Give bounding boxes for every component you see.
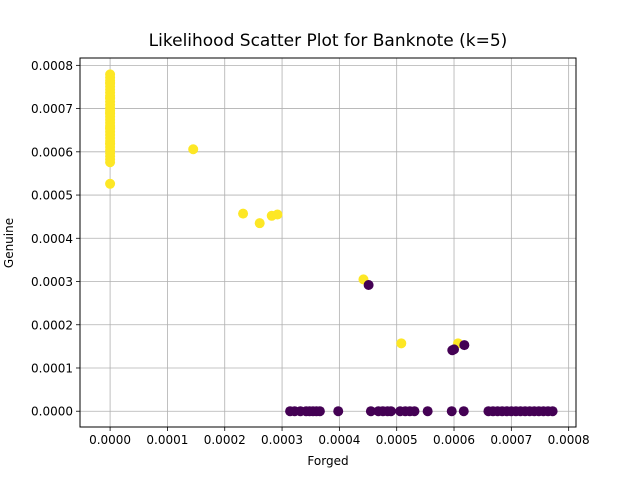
- scatter-point: [238, 208, 249, 219]
- scatter-point: [458, 406, 469, 417]
- scatter-point: [105, 157, 116, 168]
- scatter-point: [105, 178, 116, 189]
- scatter-point: [105, 92, 116, 103]
- plot-frame: [79, 57, 577, 428]
- scatter-point: [188, 144, 199, 155]
- x-axis-label: Forged: [307, 454, 349, 468]
- x-tick-label: 0.0006: [433, 433, 475, 447]
- x-tick-label: 0.0003: [261, 433, 303, 447]
- scatter-point: [105, 77, 116, 88]
- x-tick-label: 0.0004: [318, 433, 360, 447]
- grid: [80, 58, 576, 427]
- scatter-point: [409, 406, 420, 417]
- scatter-point: [547, 406, 558, 417]
- scatter-point: [396, 338, 407, 349]
- plot-background: [80, 58, 576, 427]
- x-tick-label: 0.0008: [548, 433, 590, 447]
- y-tick-label: 0.0002: [31, 318, 73, 332]
- y-tick-label: 0.0007: [31, 102, 73, 116]
- scatter-point: [459, 340, 470, 351]
- y-tick-label: 0.0004: [31, 232, 73, 246]
- scatter-point: [449, 344, 460, 355]
- scatter-point: [105, 123, 116, 134]
- scatter-point: [333, 406, 344, 417]
- y-axis-label: Genuine: [2, 217, 16, 269]
- scatter-point: [105, 138, 116, 149]
- axis-ticks: 0.0000 0.0001 0.0002 0.0003 0.0004 0.0005 0.00…: [31, 59, 590, 447]
- scatter-point: [385, 406, 396, 417]
- scatter-point: [422, 406, 433, 417]
- x-tick-label: 0.0005: [376, 433, 418, 447]
- y-tick-label: 0.0001: [31, 361, 73, 375]
- scatter-point: [314, 406, 325, 417]
- y-tick-label: 0.0003: [31, 275, 73, 289]
- data-points: [105, 69, 558, 417]
- x-tick-label: 0.0002: [204, 433, 246, 447]
- y-tick-label: 0.0006: [31, 145, 73, 159]
- x-tick-label: 0.0000: [89, 433, 131, 447]
- x-tick-label: 0.0001: [146, 433, 188, 447]
- scatter-point: [446, 406, 457, 417]
- chart-title: Likelihood Scatter Plot for Banknote (k=…: [148, 31, 508, 51]
- y-tick-label: 0.0000: [31, 405, 73, 419]
- y-tick-label: 0.0005: [31, 189, 73, 203]
- scatter-point: [105, 107, 116, 118]
- y-tick-label: 0.0008: [31, 59, 73, 73]
- x-tick-label: 0.0007: [490, 433, 532, 447]
- scatter-point: [363, 279, 374, 290]
- scatter-point: [272, 209, 283, 220]
- scatter-point: [365, 406, 376, 417]
- scatter-point: [254, 218, 265, 229]
